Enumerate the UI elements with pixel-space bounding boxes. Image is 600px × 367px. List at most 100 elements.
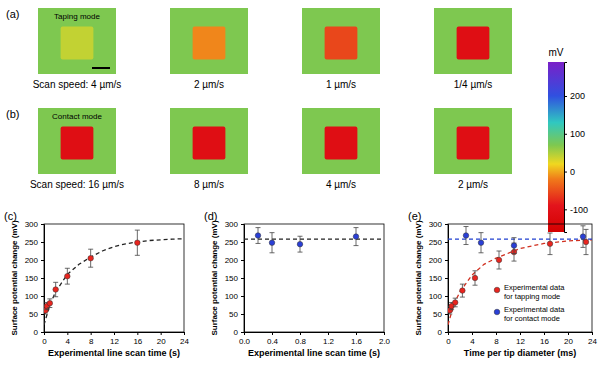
image-background [302,8,380,74]
fit-line [44,239,184,325]
y-tick-mark [41,314,44,315]
y-tick-mark [445,224,448,225]
colorbar-tick: 200 [564,91,585,101]
x-tick-label: 2.0 [379,337,391,346]
y-tick: 300 [25,220,44,229]
image-background [302,108,380,174]
mode-label: Taping mode [54,12,100,21]
x-tick-label: 4 [470,337,475,346]
x-tick-mark [384,332,385,335]
legend-label: Experimental datafor tapping mode [504,283,565,301]
data-point [88,255,94,261]
x-tick-label: 0.8 [295,337,307,346]
x-tick-label: 4 [66,337,71,346]
y-tick: 50 [229,310,244,319]
y-tick-mark [445,260,448,261]
legend-label: Experimental datafor contact mode [504,305,565,323]
plot-marks [448,226,592,325]
x-tick: 1.6 [351,332,363,346]
x-tick-mark [520,332,521,335]
x-tick-mark [137,332,138,335]
error-bar [464,227,469,245]
image-caption: 2 µm/s [458,179,488,190]
x-tick: 0 [42,332,47,346]
error-bar [548,233,553,255]
image-caption: 1 µm/s [326,79,356,90]
error-bar [354,228,359,246]
data-point [547,241,553,247]
data-point [135,240,141,246]
x-axis-line [245,333,385,336]
x-tick-label: 20 [564,337,573,346]
error-bar [88,249,93,267]
x-tick-label: 24 [180,337,189,346]
y-tick-mark [445,314,448,315]
colorbar-tick-mark [564,96,567,97]
plot-frame [448,224,592,332]
legend-marker [494,287,500,293]
error-bar [512,238,517,254]
error-bar [581,226,586,248]
colorbar-tick-label: -100 [570,205,588,215]
plot-frame [244,224,384,332]
image-background [170,8,248,74]
y-tick-mark [445,242,448,243]
fit-line [244,238,384,239]
heatmap-row: (a)Scan speed: 4 µm/sTaping mode2 µm/s1 … [6,8,512,90]
x-tick-label: 8 [494,337,499,346]
y-tick-label: 150 [429,274,443,283]
x-tick: 0.8 [295,332,307,346]
x-tick: 0 [446,332,451,346]
x-tick-label: 0 [446,337,451,346]
error-bar [298,236,303,252]
y-tick-mark [41,332,44,333]
data-point [583,239,589,245]
data-point [511,243,517,249]
data-point [47,300,53,306]
y-tick-mark [41,224,44,225]
legend: Experimental datafor tapping mode Experim… [494,283,565,323]
plot-marks [244,228,384,253]
x-tick-label: 12 [516,337,525,346]
x-tick-mark [544,332,545,335]
data-point [472,275,478,281]
x-tick: 4 [470,332,475,346]
image-square [193,127,226,160]
error-bar [473,271,478,285]
x-tick-mark [356,332,357,335]
y-tick-label: 200 [225,256,239,265]
y-axis-line [445,225,449,333]
x-tick: 20 [157,332,166,346]
error-bar [65,268,70,284]
y-tick-mark [241,278,244,279]
error-bar [135,230,140,255]
x-tick: 24 [180,332,189,346]
y-tick-label: 300 [25,220,39,229]
error-bar [460,284,465,297]
image-square [61,27,94,60]
data-point [452,300,458,306]
plot-marks [44,230,184,325]
panel-title: (a) [6,8,19,20]
x-tick: 24 [588,332,597,346]
x-tick: 8 [494,332,499,346]
error-bar [53,282,58,296]
y-tick: 200 [25,256,44,265]
y-tick: 50 [433,310,448,319]
y-tick: 300 [429,220,448,229]
y-tick-label: 100 [429,292,443,301]
x-tick-label: 1.2 [323,337,335,346]
x-tick-label: 12 [110,337,119,346]
x-tick: 16 [540,332,549,346]
y-tick: 100 [25,292,44,301]
x-tick-mark [114,332,115,335]
y-tick-label: 200 [429,256,443,265]
y-tick-label: 0 [234,328,239,337]
x-tick-mark [272,332,273,335]
plot-frame [44,224,184,332]
y-tick-label: 250 [225,238,239,247]
image-square [325,27,358,60]
y-tick-label: 300 [429,220,443,229]
x-tick-mark [472,332,473,335]
y-tick-mark [41,296,44,297]
